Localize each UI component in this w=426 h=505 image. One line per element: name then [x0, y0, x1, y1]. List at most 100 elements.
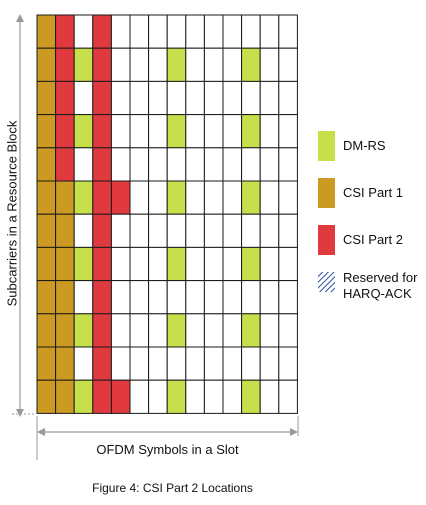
grid-cell-empty: [223, 81, 242, 114]
grid-cell-empty: [167, 81, 186, 114]
grid-cell-empty: [130, 314, 149, 347]
grid-cell-empty: [130, 15, 149, 48]
grid-cell-csi1: [56, 314, 75, 347]
grid-cell-empty: [204, 247, 223, 280]
grid-cell-empty: [186, 181, 205, 214]
grid-cell-dmrs: [74, 181, 93, 214]
grid-cell-empty: [130, 115, 149, 148]
grid-cell-empty: [260, 347, 279, 380]
grid-cell-empty: [223, 15, 242, 48]
grid-cell-csi1: [37, 148, 56, 181]
grid-cell-empty: [111, 247, 130, 280]
grid-cell-csi2: [56, 81, 75, 114]
grid-cell-empty: [242, 214, 261, 247]
grid-cell-empty: [279, 15, 298, 48]
grid-cell-empty: [186, 214, 205, 247]
grid-cell-empty: [167, 347, 186, 380]
grid-cell-empty: [111, 115, 130, 148]
grid-cell-empty: [186, 81, 205, 114]
grid-cell-empty: [74, 148, 93, 181]
y-axis-arrow-top: [16, 14, 24, 22]
legend-label-csi2: CSI Part 2: [343, 232, 403, 248]
grid-cell-empty: [260, 281, 279, 314]
grid-cell-empty: [260, 214, 279, 247]
grid-cell-dmrs: [242, 181, 261, 214]
figure-caption: Figure 4: CSI Part 2 Locations: [0, 481, 345, 495]
grid-cell-empty: [74, 214, 93, 247]
grid-cell-csi1: [37, 81, 56, 114]
grid-cell-dmrs: [242, 115, 261, 148]
grid-cell-empty: [111, 81, 130, 114]
grid-cell-csi1: [37, 115, 56, 148]
grid-cell-empty: [279, 81, 298, 114]
grid-cell-empty: [111, 148, 130, 181]
grid-cell-empty: [204, 15, 223, 48]
grid-cell-csi1: [37, 281, 56, 314]
grid-cell-empty: [149, 314, 168, 347]
grid-cell-empty: [130, 181, 149, 214]
legend: [318, 131, 335, 292]
grid-cell-empty: [204, 81, 223, 114]
grid-cell-empty: [204, 48, 223, 81]
grid-cell-empty: [260, 314, 279, 347]
grid-cell-dmrs: [167, 181, 186, 214]
grid-cell-dmrs: [74, 247, 93, 280]
grid-cell-empty: [223, 214, 242, 247]
grid-cell-empty: [279, 48, 298, 81]
grid-cell-empty: [130, 281, 149, 314]
grid-cell-csi2: [56, 48, 75, 81]
legend-label-dmrs: DM-RS: [343, 138, 386, 154]
grid-cell-csi2: [93, 281, 112, 314]
grid-cell-empty: [260, 148, 279, 181]
grid-cell-csi2: [111, 380, 130, 413]
grid-cell-empty: [279, 181, 298, 214]
grid-cell-dmrs: [242, 314, 261, 347]
grid-cell-csi1: [37, 247, 56, 280]
grid-cell-empty: [149, 148, 168, 181]
resource-grid: [37, 15, 297, 413]
grid-cell-dmrs: [167, 115, 186, 148]
grid-cell-csi2: [93, 81, 112, 114]
grid-cell-empty: [204, 314, 223, 347]
grid-cell-csi1: [37, 314, 56, 347]
grid-cell-empty: [279, 347, 298, 380]
grid-cell-empty: [149, 48, 168, 81]
grid-cell-empty: [167, 148, 186, 181]
grid-cell-csi2: [93, 380, 112, 413]
grid-cell-csi2: [56, 15, 75, 48]
grid-cell-empty: [149, 281, 168, 314]
grid-cell-empty: [111, 314, 130, 347]
legend-swatch-harq: [318, 272, 335, 292]
grid-cell-empty: [186, 281, 205, 314]
grid-cell-empty: [130, 247, 149, 280]
grid-cell-empty: [111, 281, 130, 314]
grid-cell-empty: [149, 81, 168, 114]
grid-cell-empty: [130, 347, 149, 380]
grid-cell-empty: [223, 247, 242, 280]
grid-cell-csi1: [37, 15, 56, 48]
grid-cell-empty: [242, 347, 261, 380]
grid-cell-empty: [111, 214, 130, 247]
grid-cell-csi2: [56, 148, 75, 181]
grid-cell-csi2: [93, 115, 112, 148]
grid-cell-csi2: [93, 247, 112, 280]
grid-cell-empty: [186, 380, 205, 413]
grid-cell-empty: [130, 380, 149, 413]
grid-cell-empty: [111, 48, 130, 81]
grid-cell-empty: [130, 48, 149, 81]
grid-cell-empty: [74, 15, 93, 48]
grid-cell-empty: [279, 281, 298, 314]
grid-cell-csi1: [37, 380, 56, 413]
grid-cell-empty: [130, 148, 149, 181]
grid-cell-empty: [204, 380, 223, 413]
grid-cell-empty: [74, 81, 93, 114]
grid-cell-dmrs: [167, 48, 186, 81]
grid-cell-empty: [111, 347, 130, 380]
grid-cell-csi1: [37, 48, 56, 81]
grid-cell-empty: [186, 347, 205, 380]
grid-cell-dmrs: [74, 380, 93, 413]
grid-cell-dmrs: [74, 48, 93, 81]
grid-cell-dmrs: [242, 247, 261, 280]
grid-cell-empty: [223, 281, 242, 314]
